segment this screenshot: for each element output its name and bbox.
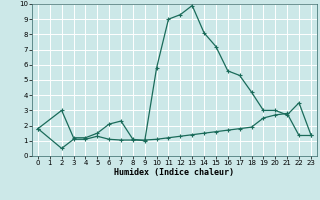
X-axis label: Humidex (Indice chaleur): Humidex (Indice chaleur) bbox=[115, 168, 234, 177]
